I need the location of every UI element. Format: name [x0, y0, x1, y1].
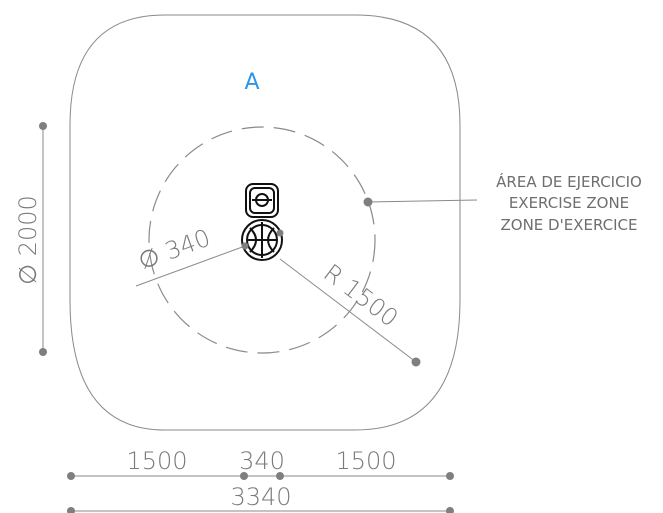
- bottom-right-1500-label: 1500: [335, 447, 396, 475]
- zone-letter: A: [244, 70, 259, 95]
- zone-label-line-1: ÁREA DE EJERCICIO: [496, 172, 642, 191]
- total-3340-label: 3340: [230, 483, 291, 511]
- diameter-2000-label: ∅ 2000: [14, 195, 42, 285]
- vertical-diameter-dimension: ∅ 2000: [14, 122, 47, 356]
- exercise-zone-boundary: [69, 14, 461, 431]
- equipment-top-element-icon: [245, 183, 279, 218]
- total-width-dimension: 3340: [67, 483, 454, 513]
- zone-label-line-3: ZONE D'EXERCICE: [501, 216, 638, 234]
- zone-label: ÁREA DE EJERCICIO EXERCISE ZONE ZONE D'E…: [496, 172, 642, 234]
- inner-dashed-circle: [148, 126, 376, 354]
- radius-dimension: R 1500: [279, 258, 421, 367]
- bottom-middle-340-label: 340: [239, 447, 285, 475]
- bottom-left-1500-label: 1500: [126, 447, 187, 475]
- bottom-segment-dimension: 1500 340 1500: [67, 447, 454, 480]
- zone-label-leader: [363, 197, 478, 207]
- diameter-340-label: ∅ 340: [135, 224, 214, 276]
- equipment-bottom-element-icon: [241, 219, 283, 261]
- radius-1500-label: R 1500: [318, 259, 403, 333]
- zone-label-line-2: EXERCISE ZONE: [509, 194, 629, 212]
